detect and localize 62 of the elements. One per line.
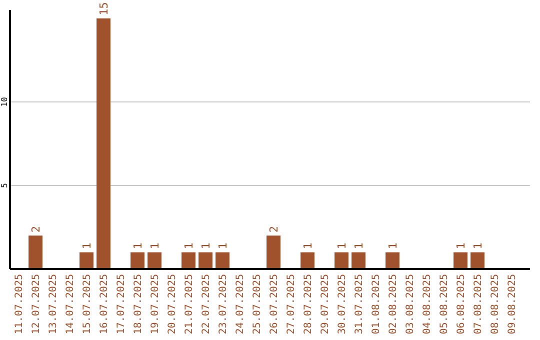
x-tick-label: 01.08.2025 [371, 274, 382, 334]
x-tick-label: 02.08.2025 [388, 274, 399, 334]
data-label: 1 [200, 242, 212, 250]
x-tick-label: 11.07.2025 [14, 274, 25, 334]
bar [386, 252, 400, 269]
bar [470, 252, 484, 269]
data-label: 1 [216, 242, 230, 250]
x-tick-label: 08.08.2025 [490, 274, 501, 334]
bar [334, 252, 348, 269]
x-tick-label: 16.07.2025 [99, 274, 110, 334]
x-tick-label: 28.07.2025 [303, 274, 314, 334]
bar [80, 252, 94, 269]
x-tick-label: 17.07.2025 [116, 274, 127, 334]
x-tick-label: 07.08.2025 [473, 274, 484, 334]
data-label: 1 [352, 242, 366, 250]
bar [96, 18, 110, 269]
x-tick-label: 05.08.2025 [439, 274, 450, 334]
bar [182, 252, 196, 269]
x-tick-label: 15.07.2025 [82, 274, 93, 334]
x-tick-label: 03.08.2025 [405, 274, 416, 334]
data-label: 1 [454, 242, 468, 250]
bar [28, 236, 42, 269]
bar [148, 252, 162, 269]
x-tick-label: 31.07.2025 [354, 274, 365, 334]
bar [352, 252, 366, 269]
data-label: 1 [386, 242, 400, 250]
data-label: 2 [268, 226, 280, 233]
x-tick-label: 14.07.2025 [65, 274, 76, 334]
data-label: 15 [98, 2, 110, 16]
x-tick-label: 18.07.2025 [133, 274, 144, 334]
x-tick-label: 20.07.2025 [167, 274, 178, 334]
x-tick-label: 29.07.2025 [320, 274, 331, 334]
x-tick-label: 12.07.2025 [31, 274, 42, 334]
bar [300, 252, 314, 269]
data-label: 1 [182, 242, 196, 250]
x-tick-label: 23.07.2025 [218, 274, 229, 334]
x-tick-label: 26.07.2025 [269, 274, 280, 334]
data-label: 2 [30, 226, 42, 233]
y-tick-label: 10 [0, 96, 9, 107]
data-label: 1 [80, 242, 94, 250]
x-tick-label: 13.07.2025 [48, 274, 59, 334]
x-tick-label: 22.07.2025 [201, 274, 212, 334]
bar [266, 236, 280, 269]
x-tick-label: 24.07.2025 [235, 274, 246, 334]
bar [454, 252, 468, 269]
data-label: 1 [148, 242, 162, 250]
data-label: 1 [302, 242, 314, 250]
x-tick-label: 04.08.2025 [422, 274, 433, 334]
data-label: 1 [132, 242, 144, 250]
bar [216, 252, 230, 269]
x-tick-label: 09.08.2025 [507, 274, 518, 334]
x-tick-label: 27.07.2025 [286, 274, 297, 334]
data-label: 1 [336, 242, 348, 250]
x-tick-label: 19.07.2025 [150, 274, 161, 334]
x-tick-label: 25.07.2025 [252, 274, 263, 334]
y-tick-label: 5 [0, 182, 9, 188]
bar [130, 252, 144, 269]
bar [198, 252, 212, 269]
x-tick-label: 06.08.2025 [456, 274, 467, 334]
x-tick-label: 30.07.2025 [337, 274, 348, 334]
data-label: 1 [472, 242, 484, 250]
x-tick-label: 21.07.2025 [184, 274, 195, 334]
